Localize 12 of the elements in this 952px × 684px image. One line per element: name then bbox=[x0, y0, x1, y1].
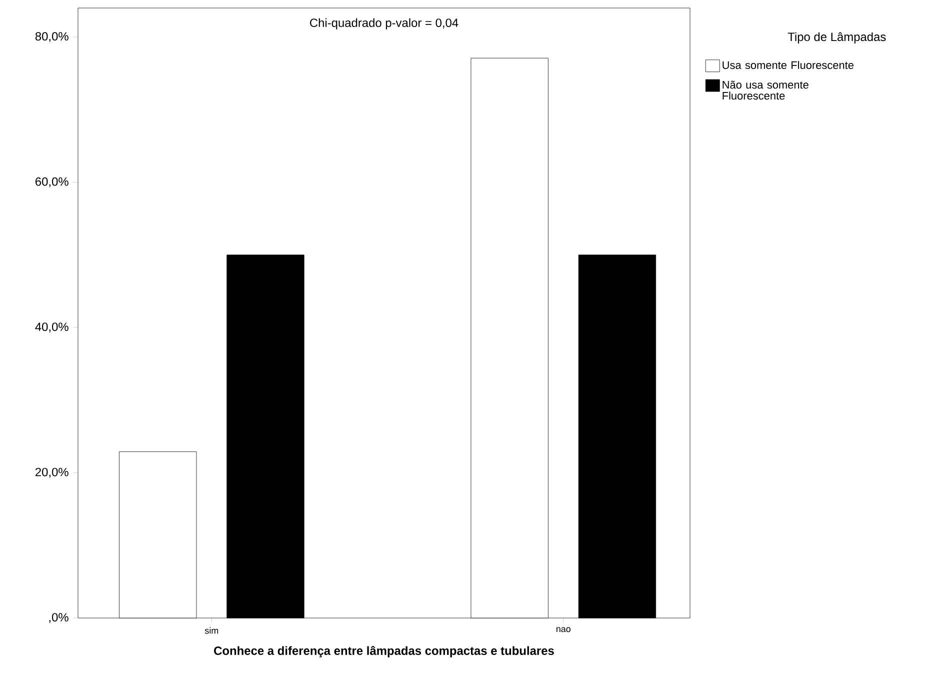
annotation: Chi-quadrado p-valor = 0,04 bbox=[310, 18, 458, 30]
x-tick-label: nao bbox=[556, 627, 570, 632]
legend-label: Usa somente Fluorescente bbox=[722, 60, 854, 70]
y-tick-label: 80,0% bbox=[35, 32, 68, 42]
y-tick-label: 60,0% bbox=[36, 177, 68, 188]
y-tick-label: 20,0% bbox=[36, 468, 68, 478]
y-tick-label: ,0% bbox=[49, 613, 68, 623]
x-axis-title: Conhece a diferença entre lâmpadas compactas e tubulares bbox=[214, 646, 554, 658]
legend-label: Não usa somente Fluorescente bbox=[722, 80, 808, 100]
x-tick-label: sim bbox=[204, 627, 218, 634]
y-tick-label: 40,0% bbox=[35, 322, 68, 332]
legend-title: Tipo de Lâmpadas bbox=[788, 32, 886, 44]
